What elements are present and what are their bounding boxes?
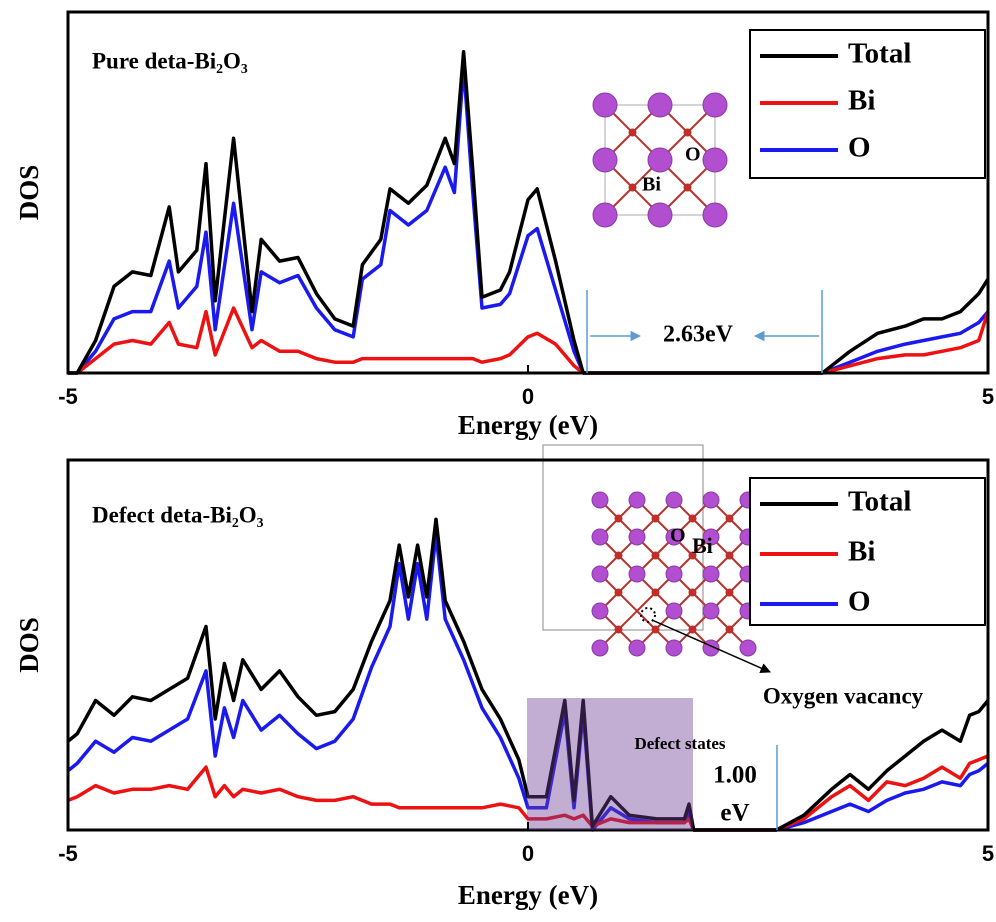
annotation: eV (720, 800, 749, 827)
bismuth-atom (647, 92, 673, 118)
bismuth-atom (628, 565, 646, 583)
bismuth-atom (628, 491, 646, 509)
defect-region (527, 698, 693, 830)
inset-label: Bi (642, 174, 661, 196)
bond (617, 610, 638, 631)
bismuth-atom (702, 202, 728, 228)
crystal-inset (592, 92, 728, 228)
bismuth-atom (702, 565, 720, 583)
y-axis-label: DOS (14, 617, 44, 673)
annotation: Oxygen vacancy (763, 683, 924, 708)
dos-line (68, 49, 990, 375)
x-tick-label: 5 (982, 384, 994, 409)
dos-line (66, 532, 990, 832)
oxygen-atom (651, 625, 660, 634)
vacancy (640, 607, 656, 623)
bismuth-atom (591, 602, 609, 620)
oxygen-atom (628, 183, 637, 192)
bond (617, 591, 638, 612)
bismuth-atom (592, 147, 618, 173)
legend-label: O (848, 586, 871, 618)
bismuth-atom (628, 528, 646, 546)
x-tick-label: -5 (58, 841, 78, 866)
bismuth-atom (739, 639, 757, 657)
oxygen-atom (614, 588, 623, 597)
oxygen-atom (614, 625, 623, 634)
bismuth-atom (665, 639, 683, 657)
panel-title: Defect deta-Bi₂O₃ (92, 502, 264, 527)
inset-label: O (685, 144, 701, 166)
bond (636, 610, 657, 631)
bismuth-atom (665, 528, 683, 546)
oxygen-atom (688, 588, 697, 597)
bismuth-atom (591, 565, 609, 583)
oxygen-atom (683, 183, 692, 192)
bismuth-atom (665, 602, 683, 620)
dos-line (68, 306, 990, 375)
annotation: 1.00 (713, 762, 757, 789)
bismuth-atom (628, 639, 646, 657)
bismuth-atom (591, 491, 609, 509)
x-axis-label: Energy (eV) (458, 410, 598, 440)
bismuth-atom (647, 147, 673, 173)
oxygen-atom (651, 551, 660, 560)
bismuth-atom (592, 92, 618, 118)
x-tick-label: -5 (58, 384, 78, 409)
legend-label: Total (848, 38, 911, 70)
bismuth-atom (702, 602, 720, 620)
oxygen-atom (614, 514, 623, 523)
legend-label: Bi (848, 85, 875, 117)
legend-label: O (848, 132, 871, 164)
oxygen-atom (725, 514, 734, 523)
legend-label: Total (848, 486, 911, 518)
oxygen-atom (688, 625, 697, 634)
x-tick-label: 0 (522, 384, 534, 409)
oxygen-atom (688, 551, 697, 560)
bismuth-atom (591, 528, 609, 546)
oxygen-atom (683, 128, 692, 137)
vacancy-arrow (651, 619, 771, 673)
oxygen-atom (725, 625, 734, 634)
dos-line (67, 754, 989, 832)
oxygen-atom (651, 588, 660, 597)
bismuth-atom (702, 92, 728, 118)
dos-line (66, 517, 990, 832)
bismuth-atom (702, 147, 728, 173)
crystal-inset (542, 444, 757, 657)
bismuth-atom (702, 491, 720, 509)
oxygen-atom (725, 551, 734, 560)
x-tick-label: 5 (982, 841, 994, 866)
x-tick-label: 0 (522, 841, 534, 866)
bismuth-atom (592, 202, 618, 228)
y-axis-label: DOS (14, 165, 44, 221)
bismuth-atom (665, 491, 683, 509)
annotation: Defect states (634, 734, 725, 753)
oxygen-atom (614, 551, 623, 560)
legend-label: Bi (848, 536, 875, 568)
inset-label: Bi (692, 533, 713, 558)
oxygen-atom (651, 514, 660, 523)
bismuth-atom (647, 202, 673, 228)
oxygen-atom (688, 514, 697, 523)
bismuth-atom (702, 528, 720, 546)
inset-label: O (670, 525, 686, 547)
bond (636, 591, 657, 612)
annotation: 2.63eV (663, 322, 734, 348)
x-axis-label: Energy (eV) (458, 880, 598, 910)
oxygen-atom (628, 128, 637, 137)
panel-title: Pure deta-Bi₂O₃ (92, 48, 248, 73)
bismuth-atom (665, 565, 683, 583)
oxygen-atom (725, 588, 734, 597)
bismuth-atom (591, 639, 609, 657)
